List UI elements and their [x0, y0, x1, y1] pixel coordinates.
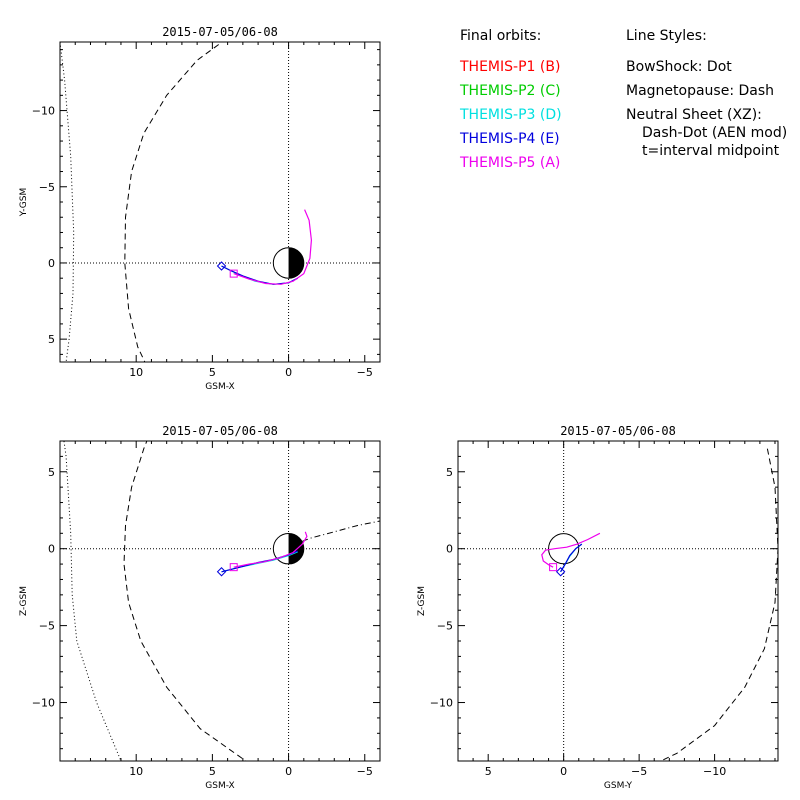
x-tick-label: −5: [357, 765, 373, 778]
legend-style-neutral-sheet: Neutral Sheet (XZ):: [626, 107, 762, 123]
magnetopause-line: [659, 448, 778, 761]
y-tick-label: 0: [48, 257, 55, 270]
x-tick-label: 0: [285, 765, 292, 778]
orbit-line-themis-p5-a: [233, 209, 313, 285]
plot-title: 2015-07-05/06-08: [560, 424, 676, 438]
y-axis-label: Z-GSM: [417, 586, 427, 616]
bow-shock-line: [63, 441, 122, 761]
plot-area: [60, 441, 380, 761]
y-tick-label: −10: [32, 105, 55, 118]
legend-style-dashdot: Dash-Dot (AEN mod): [642, 125, 787, 141]
x-tick-label: −5: [357, 366, 373, 379]
legend-orbits-title: Final orbits:: [460, 28, 541, 44]
x-axis-label: GSM-X: [205, 781, 234, 791]
x-tick-label: −10: [703, 765, 726, 778]
x-tick-label: 5: [485, 765, 492, 778]
panel-yz: 2015-07-05/06-08 5 0 −5 −10 5 0 −5 −10 GSM-Y Z-GSM: [417, 424, 779, 791]
legend-probe-p2: THEMIS-P2 (C): [459, 83, 561, 99]
plot-area: [60, 42, 380, 362]
y-tick-label: 5: [48, 466, 55, 479]
legend-probe-p1: THEMIS-P1 (B): [459, 59, 560, 75]
plot-area: [458, 441, 778, 761]
marker-square: [229, 269, 238, 278]
y-axis-label: Y-GSM: [19, 188, 29, 217]
orbit-line-themis-p4-e: [560, 543, 583, 573]
earth-night-side: [288, 533, 304, 564]
x-tick-label: 5: [209, 366, 216, 379]
earth-circle: [548, 533, 580, 565]
y-tick-label: −10: [430, 697, 453, 710]
y-tick-label: 0: [48, 543, 55, 556]
x-axis-label: GSM-Y: [604, 781, 633, 791]
legend-style-midpoint: t=interval midpoint: [642, 143, 780, 159]
plot-title: 2015-07-05/06-08: [162, 25, 278, 39]
y-tick-label: −5: [39, 620, 55, 633]
earth-night-side: [288, 247, 304, 279]
legend-probe-p5: THEMIS-P5 (A): [459, 155, 560, 171]
plot-frame: [59, 440, 381, 762]
y-tick-label: −10: [32, 697, 55, 710]
marker-square: [549, 563, 558, 572]
x-tick-label: 0: [560, 765, 567, 778]
x-tick-label: 0: [285, 366, 292, 379]
legend-style-bowshock: BowShock: Dot: [626, 59, 732, 75]
marker-square: [229, 563, 238, 572]
panel-xz: 2015-07-05/06-08 10 5 0 −5 5 0 −5 −10 GSM-X Z-GSM: [19, 424, 381, 791]
legend-style-magnetopause: Magnetopause: Dash: [626, 83, 774, 99]
orbit-line-themis-p5-a: [541, 532, 601, 568]
orbit-line-themis-p5-a: [233, 531, 308, 568]
panel-xy: 2015-07-05/06-08 10 5 0 −5 −10 −5 0 5 GSM-X Y-GSM: [19, 25, 381, 392]
y-axis-label: Z-GSM: [19, 586, 29, 616]
magnetopause-line: [124, 42, 223, 362]
y-tick-label: −5: [437, 620, 453, 633]
x-axis-label: GSM-X: [205, 382, 234, 392]
magnetopause-line: [123, 441, 247, 761]
marker-diamond: [555, 567, 566, 577]
legend-orbits: Final orbits: THEMIS-P1 (B) THEMIS-P2 (C…: [459, 28, 562, 171]
marker-diamond: [216, 261, 227, 271]
x-tick-label: 10: [129, 765, 143, 778]
marker-diamond: [216, 567, 227, 577]
plot-title: 2015-07-05/06-08: [162, 424, 278, 438]
legend-probe-p4: THEMIS-P4 (E): [459, 131, 560, 147]
legend-probe-p3: THEMIS-P3 (D): [459, 107, 562, 123]
legend-styles-title: Line Styles:: [626, 28, 707, 44]
y-tick-label: −5: [39, 181, 55, 194]
x-tick-label: −5: [631, 765, 647, 778]
x-tick-label: 10: [129, 366, 143, 379]
y-tick-label: 5: [446, 466, 453, 479]
y-tick-label: 0: [446, 543, 453, 556]
legend-line-styles: Line Styles: BowShock: Dot Magnetopause:…: [626, 28, 787, 159]
plot-frame: [457, 440, 779, 762]
x-tick-label: 5: [209, 765, 216, 778]
y-tick-label: 5: [48, 333, 55, 346]
